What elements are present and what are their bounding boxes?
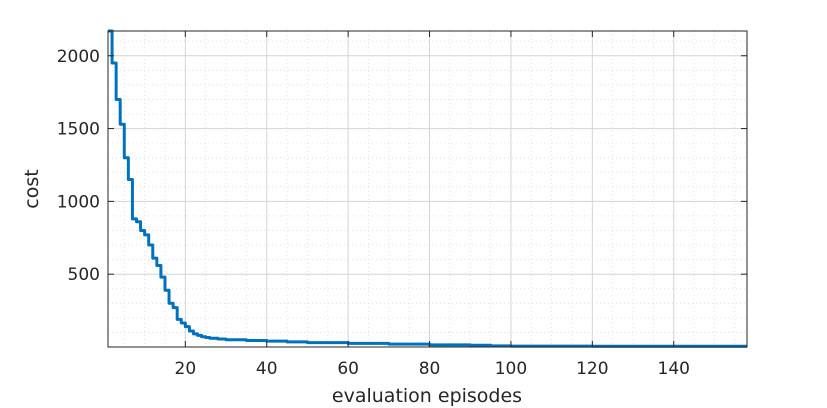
x-axis-label: evaluation episodes [332,385,522,407]
x-tick-label: 120 [576,359,608,379]
data-series [108,29,747,348]
y-tick-label: 2000 [57,47,100,67]
y-axis-label: cost [21,169,43,208]
x-tick-label: 100 [495,359,527,379]
x-tick-label: 80 [419,359,441,379]
x-tick-label: 40 [256,359,278,379]
plot-frame [107,30,748,348]
plot-area [108,31,747,347]
axis-ticks: 20 40 60 80 100 120 140 500 1000 1500 2000 [57,31,747,379]
x-tick-label: 140 [658,359,690,379]
y-tick-label: 1000 [57,192,100,212]
x-tick-label: 60 [337,359,359,379]
y-tick-label: 500 [68,265,100,285]
y-tick-label: 1500 [57,120,100,140]
grid-lines [108,31,747,347]
cost-line [108,29,747,348]
x-tick-label: 20 [175,359,197,379]
